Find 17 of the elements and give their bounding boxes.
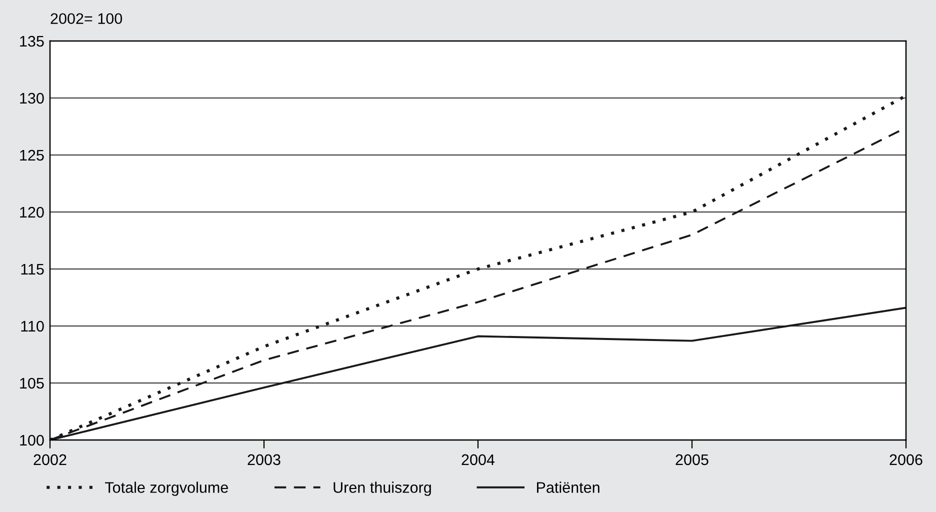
y-tick-label: 100 (20, 434, 44, 446)
y-tick-label: 115 (21, 264, 44, 275)
x-tick-label: 2004 (462, 454, 495, 466)
y-tick-label: 105 (20, 378, 44, 389)
legend-label: Uren thuiszorg (334, 482, 431, 496)
x-tick-label: 2002 (34, 454, 66, 466)
x-tick-label: 2003 (248, 454, 280, 466)
x-tick-label: 2006 (890, 454, 922, 466)
y-tick-label: 125 (20, 150, 44, 161)
y-axis-title: 2002= 100 (50, 13, 122, 24)
x-tick-label: 2005 (676, 454, 708, 466)
y-tick-label: 110 (21, 320, 44, 332)
y-tick-label: 120 (20, 206, 44, 218)
y-tick-label: 130 (20, 92, 44, 104)
legend-label: Totale zorgvolume (105, 482, 228, 496)
legend-label: Patiënten (537, 482, 600, 493)
y-tick-label: 135 (20, 36, 44, 47)
